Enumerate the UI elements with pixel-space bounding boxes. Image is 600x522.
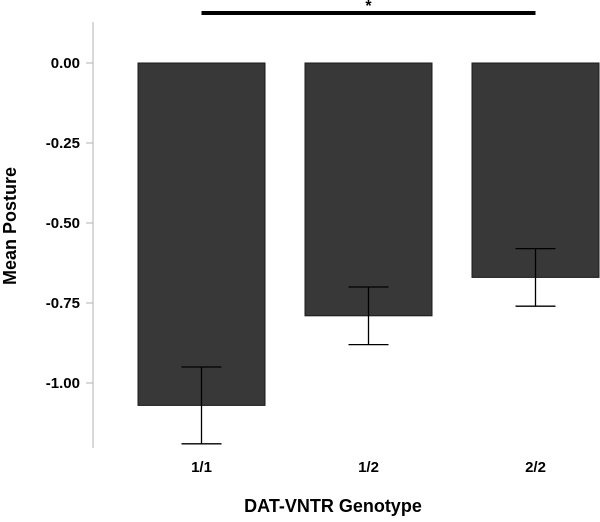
y-tick-label: -0.75 — [46, 295, 80, 312]
bar-2-2 — [471, 62, 600, 278]
y-tick-label: -1.00 — [46, 375, 80, 392]
bars-group — [137, 62, 600, 406]
error-bars-group — [181, 247, 556, 445]
x-tick-label: 1/2 — [358, 459, 379, 476]
significance-star: * — [365, 0, 372, 15]
y-ticks-group: 0.00 -0.25 -0.50 -0.75 -1.00 — [46, 55, 93, 392]
significance-bracket: * — [201, 0, 536, 15]
y-axis-title: Mean Posture — [0, 167, 20, 285]
x-tick-label: 2/2 — [525, 459, 546, 476]
x-axis-title: DAT-VNTR Genotype — [244, 496, 422, 516]
x-ticks-group: 1/1 1/2 2/2 — [191, 459, 546, 476]
y-tick-label: -0.50 — [46, 215, 80, 232]
y-tick-label: 0.00 — [51, 55, 80, 72]
bar-1-1 — [137, 62, 266, 406]
y-tick-label: -0.25 — [46, 135, 80, 152]
x-tick-label: 1/1 — [191, 459, 212, 476]
bar-1-2 — [304, 62, 433, 317]
